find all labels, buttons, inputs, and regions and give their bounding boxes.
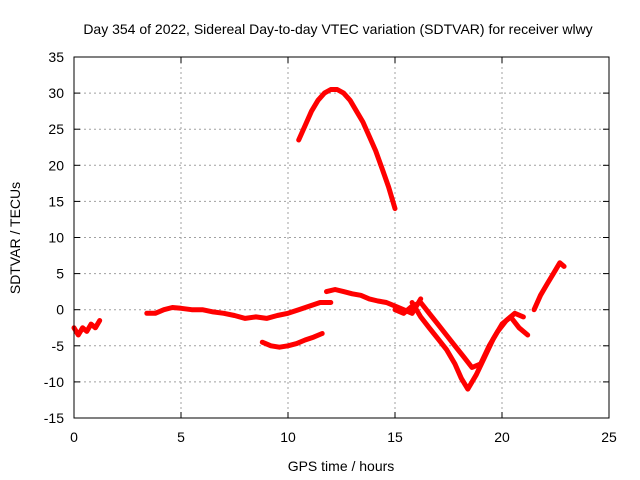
y-axis-title: SDTVAR / TECUs (7, 182, 23, 294)
grid-lines (74, 57, 609, 418)
y-tick-label: -5 (52, 338, 65, 354)
y-tick-label: -10 (44, 374, 64, 390)
series-track-7 (409, 300, 531, 392)
y-tick-label: 5 (56, 266, 64, 282)
x-tick-label: 20 (494, 429, 510, 445)
x-axis-title: GPS time / hours (288, 458, 395, 474)
series-track-8 (531, 260, 567, 313)
y-tick-label: 0 (56, 302, 64, 318)
x-tick-label: 25 (601, 429, 617, 445)
x-tick-label: 0 (70, 429, 78, 445)
y-tick-label: -15 (44, 410, 64, 426)
y-tick-label: 15 (48, 193, 64, 209)
series-track-5 (324, 287, 424, 316)
y-tick-label: 10 (48, 230, 64, 246)
y-tick-label: 25 (48, 121, 64, 137)
series-track-2 (144, 300, 334, 321)
chart-title: Day 354 of 2022, Sidereal Day-to-day VTE… (83, 21, 592, 37)
series-track-1 (71, 318, 103, 338)
y-tick-label: 20 (48, 157, 64, 173)
axis-ticks: 0 5 10 15 20 25 -15 -10 -5 0 5 10 15 20 25 30 35 (44, 49, 617, 445)
x-tick-label: 10 (280, 429, 296, 445)
data-series (71, 87, 567, 392)
series-track-3 (296, 87, 398, 212)
series-track-4 (259, 331, 325, 350)
y-tick-label: 30 (48, 85, 64, 101)
x-tick-label: 5 (177, 429, 185, 445)
y-tick-label: 35 (48, 49, 64, 65)
x-tick-label: 15 (387, 429, 403, 445)
